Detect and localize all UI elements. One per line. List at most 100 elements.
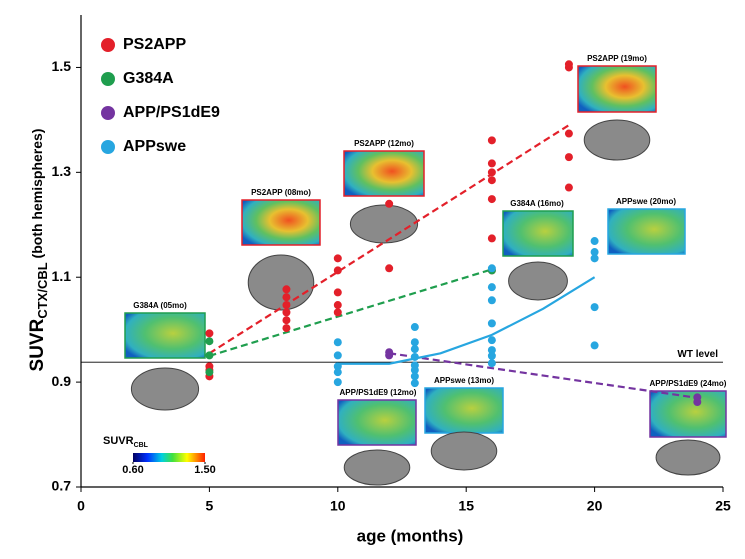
image-label: APPswe (20mo)	[616, 197, 676, 206]
trend-line	[208, 124, 570, 355]
heat-map	[607, 208, 686, 255]
data-point	[564, 63, 573, 72]
data-point	[410, 345, 419, 354]
data-point	[410, 372, 419, 381]
data-point	[282, 293, 291, 302]
data-point	[487, 336, 496, 345]
data-point	[333, 254, 342, 263]
colorbar-label-sub: CBL	[134, 442, 149, 449]
data-point	[333, 338, 342, 347]
data-point	[487, 176, 496, 185]
data-point	[564, 129, 573, 138]
data-point	[282, 308, 291, 317]
data-point	[333, 368, 342, 377]
y-tick-label: 1.3	[52, 163, 72, 179]
data-point	[385, 351, 394, 360]
x-tick-label: 0	[77, 498, 85, 514]
data-point	[333, 362, 342, 371]
heat-map	[337, 399, 417, 446]
data-point	[564, 153, 573, 162]
data-point	[205, 337, 214, 346]
data-point	[282, 301, 291, 310]
x-axis-label: age (months)	[357, 526, 464, 545]
data-point	[333, 378, 342, 387]
data-point	[487, 264, 496, 273]
data-point	[205, 329, 214, 338]
data-point	[333, 351, 342, 360]
x-tick-label: 5	[206, 498, 214, 514]
image-label: APPswe (13mo)	[434, 376, 494, 385]
legend-label: APPswe	[123, 138, 186, 155]
x-tick-label: 15	[458, 498, 474, 514]
data-point	[487, 234, 496, 243]
data-point	[333, 266, 342, 275]
brain-section	[430, 431, 498, 471]
data-point	[333, 308, 342, 317]
y-tick-label: 0.7	[52, 478, 72, 494]
colorbar-label: SUVRCBL	[103, 435, 149, 449]
legend-label: APP/PS1dE9	[123, 104, 220, 121]
colorbar	[133, 453, 205, 462]
legend-marker	[101, 106, 115, 120]
heat-map	[424, 387, 504, 434]
image-label: APP/PS1dE9 (12mo)	[340, 388, 417, 397]
trend-line	[337, 276, 596, 365]
data-point	[205, 368, 214, 377]
data-point	[590, 254, 599, 263]
colorbar-tick-label: 1.50	[194, 464, 215, 476]
heat-map	[343, 150, 425, 197]
heat-map	[577, 65, 657, 113]
data-point	[590, 303, 599, 312]
x-tick-label: 10	[330, 498, 346, 514]
y-axis-label-sub: CTX/CBL	[35, 262, 50, 318]
trend-line	[389, 352, 698, 399]
brain-section	[343, 449, 411, 486]
brain-section	[349, 204, 419, 244]
data-point	[205, 351, 214, 360]
data-point	[487, 195, 496, 204]
data-point	[693, 398, 702, 407]
image-label: PS2APP (19mo)	[587, 54, 647, 63]
image-label: PS2APP (08mo)	[251, 188, 311, 197]
heat-map	[124, 312, 206, 359]
data-point	[333, 301, 342, 310]
data-point	[487, 319, 496, 328]
heat-map	[241, 199, 321, 246]
data-point	[590, 248, 599, 257]
y-tick-label: 1.1	[52, 268, 72, 284]
y-tick-label: 1.5	[52, 58, 72, 74]
y-axis-label-main: SUVR	[27, 318, 48, 371]
y-axis-label-suffix: (both hemispheres)	[29, 129, 45, 263]
image-label: G384A (05mo)	[133, 301, 187, 310]
y-tick-label: 0.9	[52, 373, 72, 389]
data-point	[487, 351, 496, 360]
data-point	[564, 183, 573, 192]
y-axis-label: SUVRCTX/CBL (both hemispheres)	[27, 129, 50, 372]
brain-section	[508, 261, 568, 301]
brain-section	[247, 254, 315, 311]
colorbar-tick-label: 0.60	[122, 464, 143, 476]
legend-label: PS2APP	[123, 36, 186, 53]
data-point	[282, 316, 291, 325]
brain-section	[583, 119, 651, 161]
legend-marker	[101, 140, 115, 154]
data-point	[385, 264, 394, 273]
data-point	[590, 341, 599, 350]
data-point	[385, 199, 394, 208]
trend-line	[209, 268, 493, 357]
data-point	[487, 168, 496, 177]
data-point	[333, 288, 342, 297]
data-point	[487, 159, 496, 168]
data-point	[487, 283, 496, 292]
data-point	[410, 338, 419, 347]
x-tick-label: 20	[587, 498, 603, 514]
data-point	[487, 359, 496, 368]
x-tick-label: 25	[715, 498, 731, 514]
image-label: PS2APP (12mo)	[354, 139, 414, 148]
data-point	[410, 379, 419, 388]
brain-section	[655, 439, 721, 476]
data-point	[487, 296, 496, 305]
image-label: APP/PS1dE9 (24mo)	[650, 379, 727, 388]
heat-map	[502, 210, 574, 257]
